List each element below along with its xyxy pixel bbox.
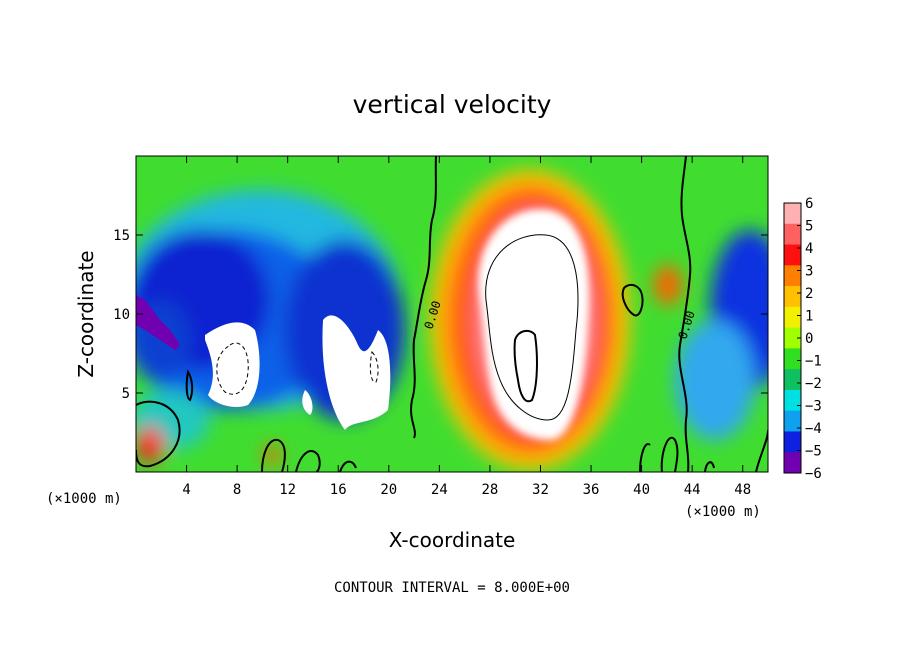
colorbar-swatch xyxy=(784,452,801,474)
colorbar-tick-label: 0 xyxy=(805,331,813,347)
colorbar-swatch xyxy=(784,410,801,432)
colorbar-tick-label: 2 xyxy=(805,286,813,302)
x-tick-label: 12 xyxy=(279,482,296,498)
x-tick-label: 16 xyxy=(330,482,347,498)
colorbar-tick-label: 3 xyxy=(805,264,813,280)
x-tick-label: 48 xyxy=(734,482,751,498)
heatmap-field: 0.00 0.00 xyxy=(136,156,768,472)
x-tick-label: 20 xyxy=(380,482,397,498)
colorbar-tick-label: 5 xyxy=(805,219,813,235)
colorbar-swatch xyxy=(784,265,801,287)
colorbar-swatch xyxy=(784,286,801,308)
contour-lines-dashed xyxy=(216,342,379,395)
colorbar-swatch xyxy=(784,203,801,225)
colorbar-swatch xyxy=(784,306,801,329)
colorbar-swatch xyxy=(784,389,801,412)
y-tick-label: 15 xyxy=(113,228,130,244)
x-tick-label: 8 xyxy=(233,482,241,498)
x-tick-label: 40 xyxy=(633,482,650,498)
x-tick-label: 24 xyxy=(431,482,448,498)
x-tick-label: 32 xyxy=(532,482,549,498)
contour-lines-thin xyxy=(485,234,579,421)
x-unit-label: (×1000 m) xyxy=(685,504,761,520)
contour-interval-text: CONTOUR INTERVAL = 8.000E+00 xyxy=(334,580,570,596)
colorbar-tick-label: −6 xyxy=(805,466,822,482)
colorbar-swatch xyxy=(784,348,801,370)
colorbar-tick-label: 6 xyxy=(805,196,813,212)
colorbar-tick-label: −4 xyxy=(805,421,822,437)
y-tick-label: 10 xyxy=(113,307,130,323)
colorbar-swatch xyxy=(784,223,801,246)
colorbar-swatch xyxy=(784,431,801,453)
x-axis-ticks: 4 8 12 16 20 24 28 32 36 40 44 48 xyxy=(182,156,751,498)
y-axis-title: Z-coordinate xyxy=(74,250,98,377)
x-axis-title: X-coordinate xyxy=(389,528,516,552)
colorbar: 6 5 4 3 2 1 0 −1 −2 −3 −4 −5 −6 xyxy=(783,196,822,482)
colorbar-swatch xyxy=(784,327,801,349)
saturated-cores xyxy=(136,209,589,440)
colorbar-swatch xyxy=(784,369,801,391)
x-tick-label: 28 xyxy=(481,482,498,498)
y-axis-ticks: 5 10 15 xyxy=(113,228,768,402)
colorbar-swatch xyxy=(784,244,801,266)
x-tick-label: 36 xyxy=(583,482,600,498)
colorbar-tick-label: −3 xyxy=(805,399,822,415)
x-tick-label: 44 xyxy=(684,482,701,498)
contour-lines xyxy=(136,156,768,472)
colorbar-tick-label: −5 xyxy=(805,444,822,460)
y-tick-label: 5 xyxy=(122,386,130,402)
y-unit-label: (×1000 m) xyxy=(46,491,122,507)
colorbar-tick-label: 4 xyxy=(805,241,813,257)
colorbar-tick-label: 1 xyxy=(805,309,813,325)
chart-title: vertical velocity xyxy=(353,90,552,119)
colorbar-tick-label: −2 xyxy=(805,376,822,392)
x-tick-label: 4 xyxy=(182,482,190,498)
colorbar-tick-label: −1 xyxy=(805,354,822,370)
